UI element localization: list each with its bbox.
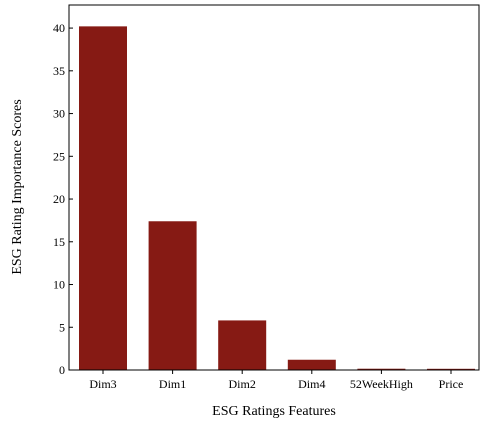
x-tick-label: Dim1 — [159, 377, 186, 391]
y-tick-label: 40 — [53, 21, 65, 35]
x-tick-label: Dim4 — [298, 377, 325, 391]
y-axis-title: ESG Rating Importance Scores — [10, 99, 25, 274]
bar-dim4 — [287, 359, 336, 370]
x-tick-label: Dim3 — [89, 377, 116, 391]
bar-dim1 — [148, 221, 197, 370]
y-tick-label: 10 — [53, 278, 65, 292]
y-tick-label: 35 — [53, 64, 65, 78]
bar-dim2 — [218, 320, 267, 370]
x-axis-title: ESG Ratings Features — [212, 404, 336, 419]
bars-group — [79, 26, 475, 370]
x-tick-label: 52WeekHigh — [350, 377, 413, 391]
bar-dim3 — [79, 26, 127, 370]
y-tick-label: 25 — [53, 149, 65, 163]
y-tick-label: 5 — [59, 320, 65, 334]
bar-price — [427, 368, 475, 370]
axis-ticks-group: Dim3 Dim1 Dim2 Dim4 52WeekHigh Price 0 5 10 15 20 2… — [53, 21, 463, 391]
bar-52weekhigh — [357, 368, 406, 370]
y-tick-label: 30 — [53, 107, 65, 121]
plot-frame — [68, 4, 480, 371]
x-tick-label: Dim2 — [229, 377, 256, 391]
y-tick-label: 15 — [53, 235, 65, 249]
x-tick-label: Price — [439, 377, 464, 391]
y-tick-label: 0 — [59, 363, 65, 377]
y-tick-label: 20 — [53, 192, 65, 206]
